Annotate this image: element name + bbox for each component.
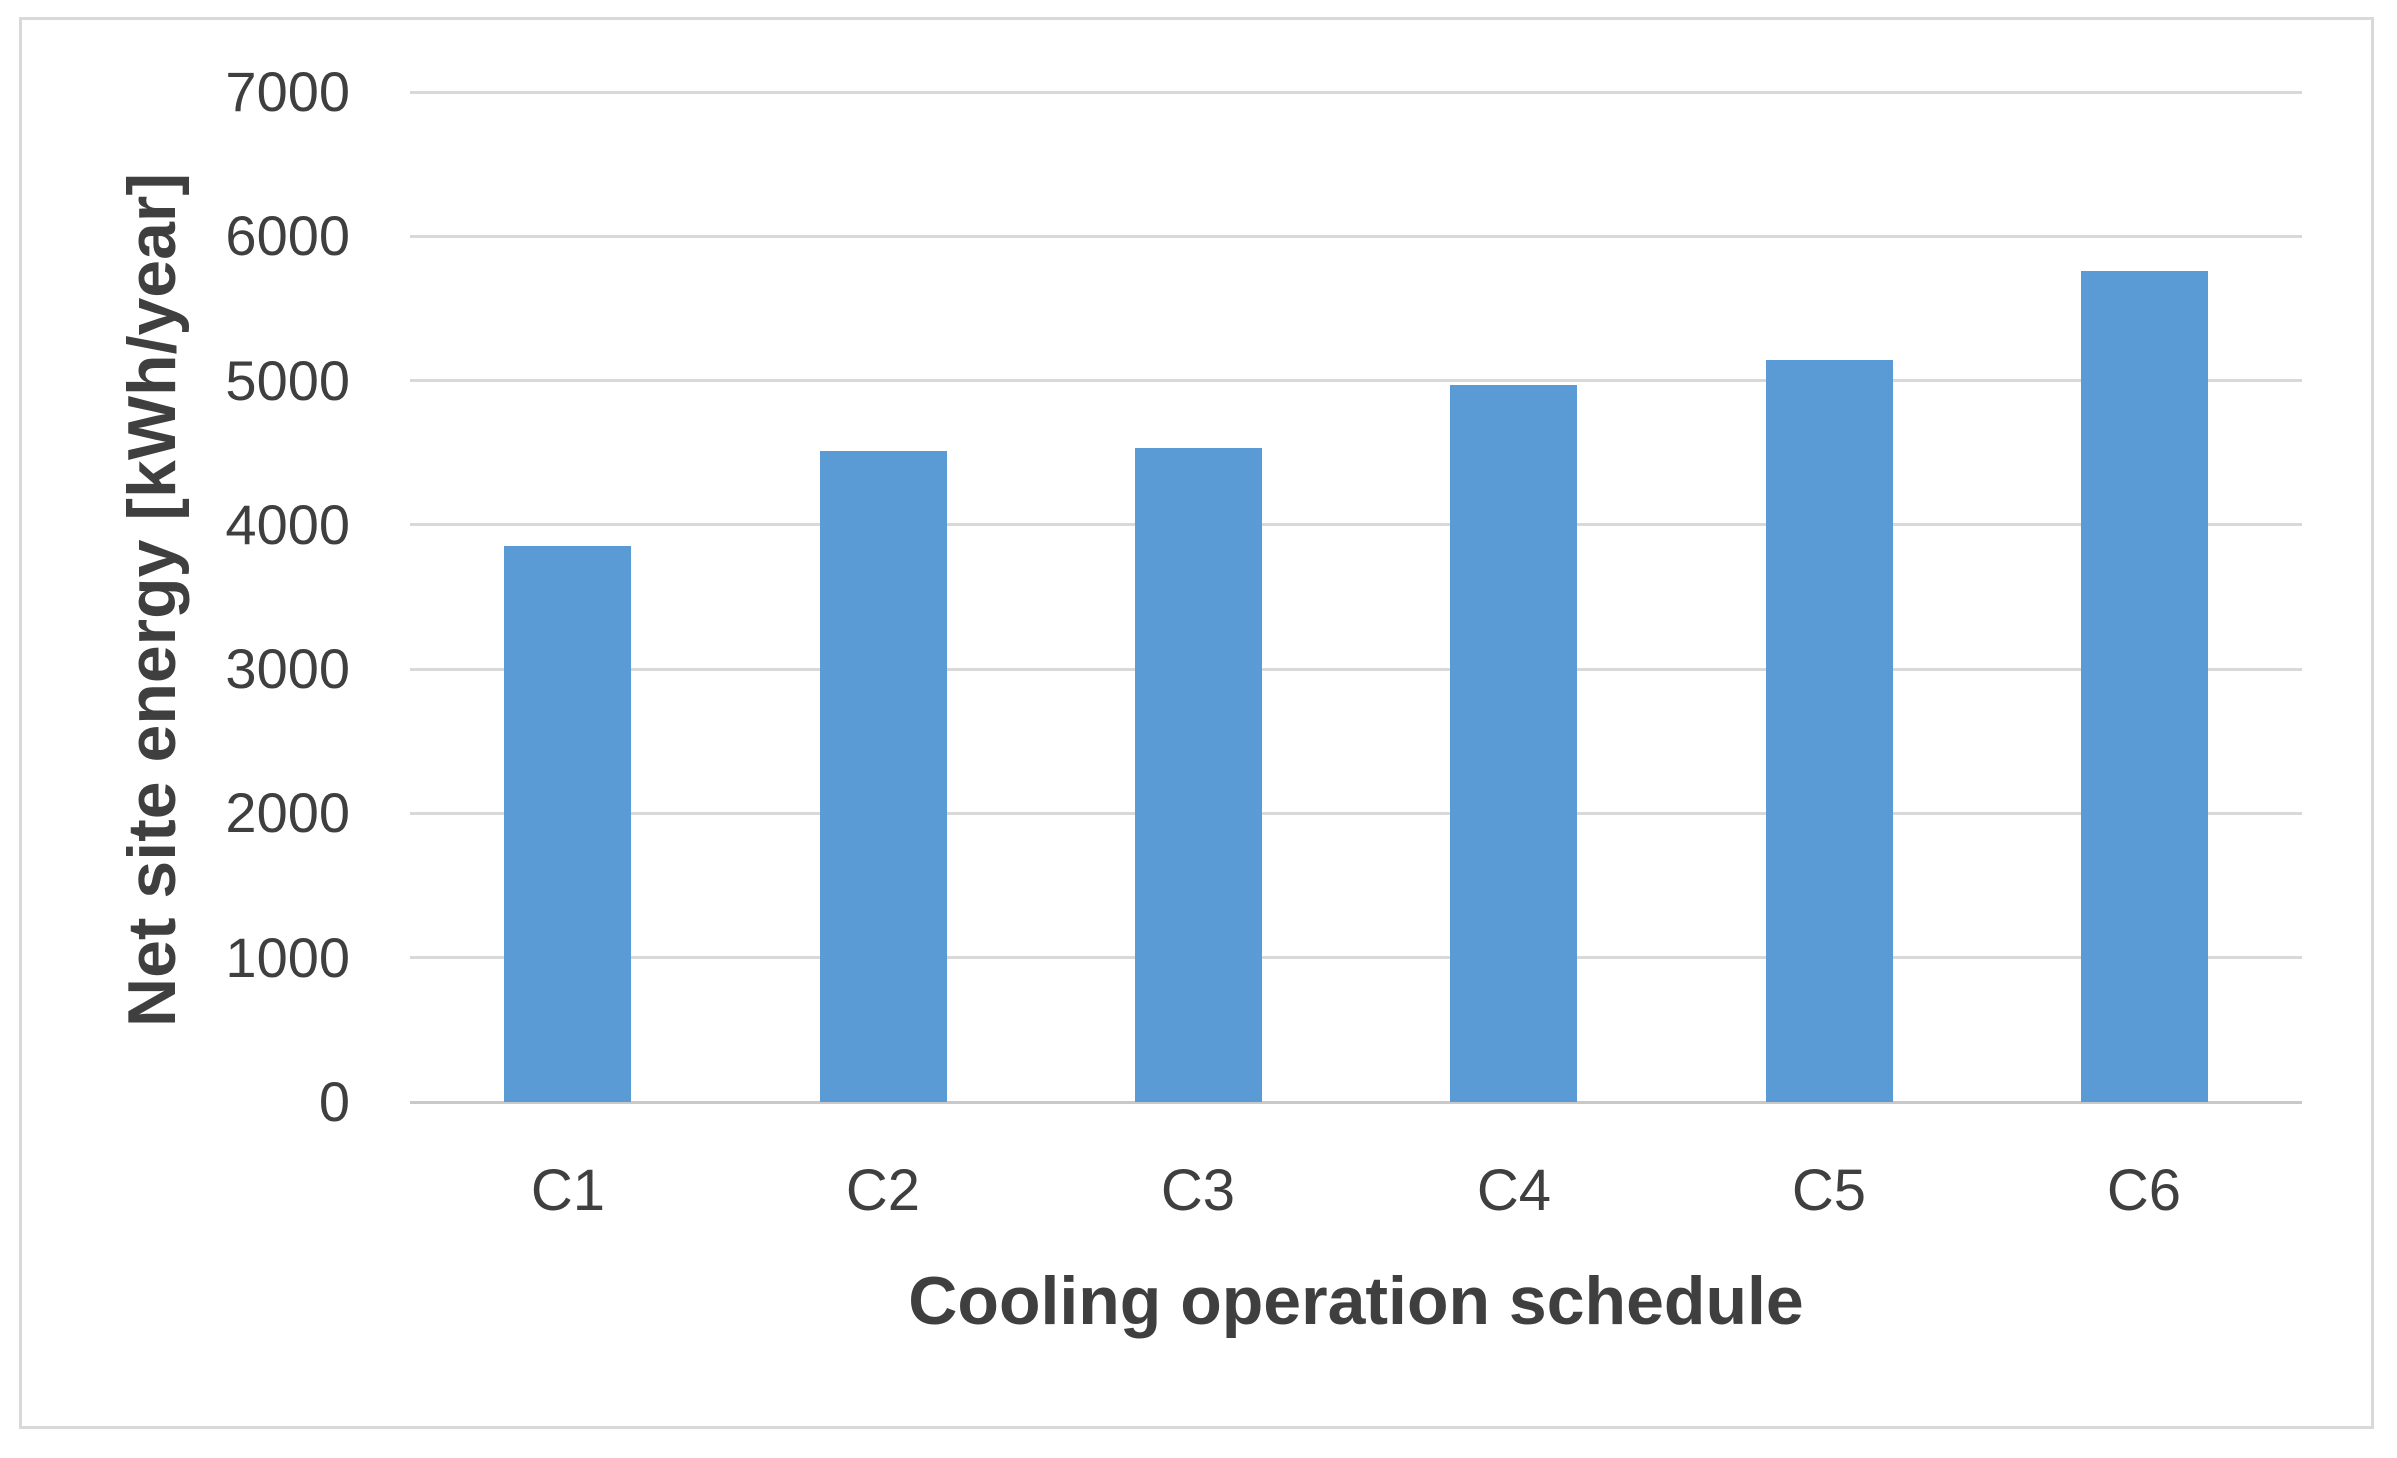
y-gridline-7000 — [410, 90, 2302, 94]
bar-c4 — [1450, 385, 1577, 1102]
y-gridline-4000 — [410, 523, 2302, 527]
x-axis-title: Cooling operation schedule — [908, 1263, 1804, 1339]
y-tick-label-3000: 3000 — [225, 637, 350, 701]
bar-c2 — [820, 451, 947, 1102]
y-tick-label-7000: 7000 — [225, 60, 350, 123]
x-category-label-c6: C6 — [2106, 1158, 2182, 1223]
figure-border — [19, 17, 2374, 1429]
y-gridline-1000 — [410, 956, 2302, 960]
bar-c5 — [1766, 360, 1893, 1102]
y-tick-label-5000: 5000 — [225, 348, 350, 412]
y-tick-label-2000: 2000 — [225, 781, 350, 845]
x-axis-line — [410, 1100, 2302, 1104]
y-gridline-5000 — [410, 379, 2302, 383]
y-gridline-3000 — [410, 667, 2302, 671]
bar-c6 — [2081, 271, 2208, 1102]
bar-c3 — [1135, 448, 1262, 1102]
x-category-label-c5: C5 — [1791, 1158, 1867, 1223]
bar-c1 — [504, 546, 631, 1102]
plot-area — [410, 90, 2302, 1104]
y-gridline-6000 — [410, 234, 2302, 238]
y-tick-label-0: 0 — [318, 1070, 350, 1133]
y-tick-label-4000: 4000 — [225, 492, 350, 556]
y-axis-title: Net site energy [kWh/year] — [114, 172, 190, 1028]
x-category-label-c3: C3 — [1160, 1158, 1236, 1223]
x-category-label-c1: C1 — [530, 1158, 606, 1223]
x-category-label-c4: C4 — [1476, 1158, 1552, 1223]
y-gridline-2000 — [410, 811, 2302, 815]
x-category-label-c2: C2 — [845, 1158, 921, 1223]
y-tick-label-1000: 1000 — [225, 925, 350, 989]
y-tick-label-6000: 6000 — [225, 204, 350, 268]
